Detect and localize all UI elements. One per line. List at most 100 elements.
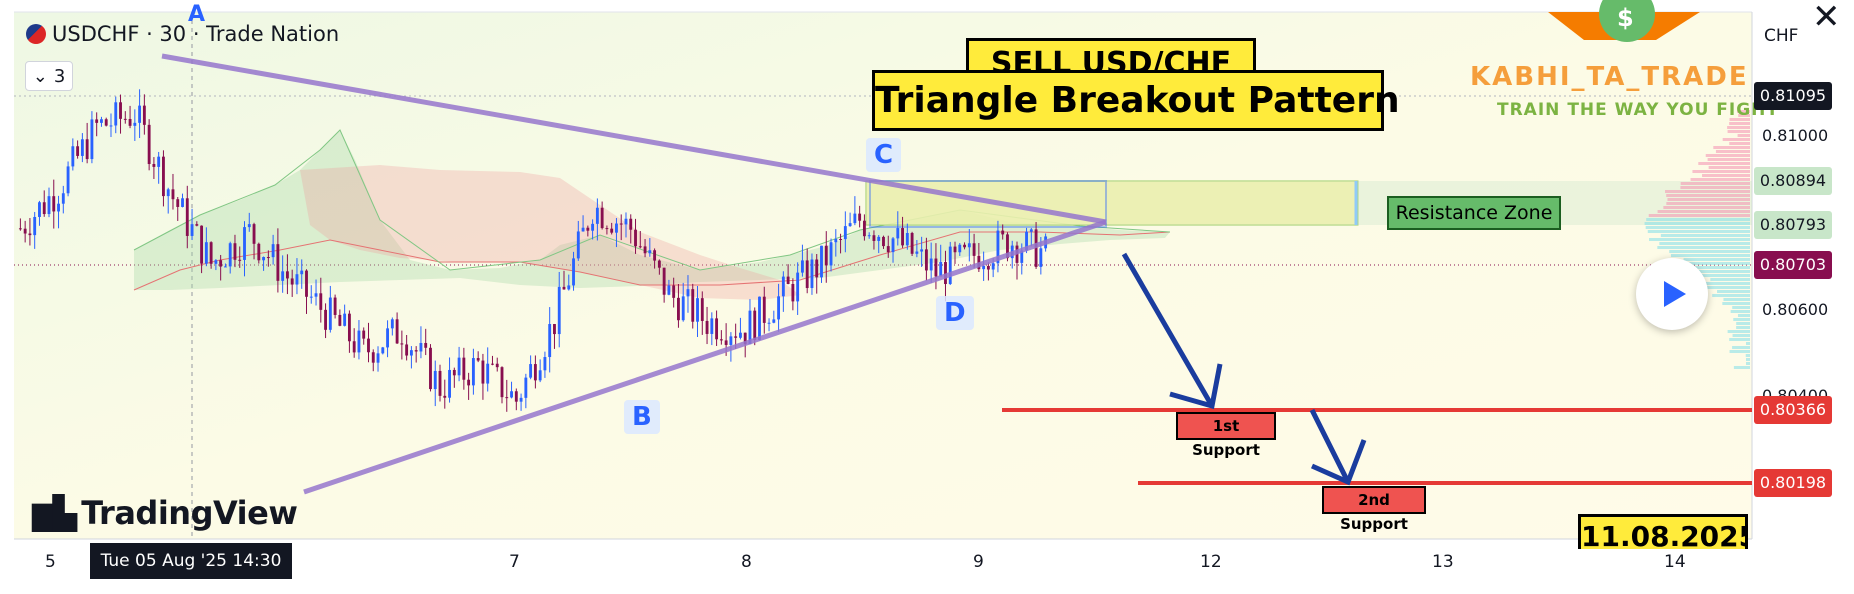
candle[interactable] <box>1025 231 1028 251</box>
candle[interactable] <box>677 297 680 321</box>
candle[interactable] <box>634 229 637 247</box>
candle[interactable] <box>1006 234 1009 259</box>
candle[interactable] <box>467 379 471 386</box>
candle[interactable] <box>90 119 94 160</box>
candle[interactable] <box>476 358 480 361</box>
candle[interactable] <box>700 298 704 321</box>
price-tag-resistance-bottom[interactable]: 0.80793 <box>1754 211 1832 239</box>
candle[interactable] <box>939 262 943 277</box>
candle[interactable] <box>815 259 819 278</box>
candle[interactable] <box>452 369 456 376</box>
candle[interactable] <box>195 224 199 226</box>
candle[interactable] <box>486 363 490 384</box>
candle[interactable] <box>991 263 995 270</box>
triangle-upper-trendline[interactable] <box>161 53 1107 225</box>
candle[interactable] <box>924 249 928 271</box>
candle[interactable] <box>1039 248 1043 267</box>
candle[interactable] <box>400 343 404 345</box>
candle[interactable] <box>495 363 499 368</box>
candle[interactable] <box>57 203 60 212</box>
candle[interactable] <box>376 353 380 363</box>
candle[interactable] <box>314 293 318 297</box>
candle[interactable] <box>181 198 184 207</box>
candle[interactable] <box>28 233 32 236</box>
candle[interactable] <box>233 243 237 260</box>
candle[interactable] <box>557 286 561 335</box>
candle[interactable] <box>438 370 442 396</box>
candle[interactable] <box>23 228 27 234</box>
candle[interactable] <box>533 364 537 381</box>
close-icon[interactable]: ✕ <box>1812 0 1841 37</box>
candle[interactable] <box>228 243 232 267</box>
candle[interactable] <box>505 397 509 399</box>
candle[interactable] <box>419 342 423 352</box>
candle[interactable] <box>343 313 347 326</box>
candle[interactable] <box>305 270 308 297</box>
candle[interactable] <box>605 228 609 230</box>
candle[interactable] <box>524 377 528 398</box>
candle[interactable] <box>619 223 623 225</box>
candle[interactable] <box>271 244 275 258</box>
candle[interactable] <box>481 360 485 384</box>
candle[interactable] <box>128 118 132 126</box>
candle[interactable] <box>901 228 904 246</box>
candle[interactable] <box>85 139 89 160</box>
candle[interactable] <box>114 102 118 126</box>
candle[interactable] <box>843 226 847 240</box>
candle[interactable] <box>839 238 842 240</box>
candle[interactable] <box>328 297 332 330</box>
candle[interactable] <box>762 296 766 323</box>
candle[interactable] <box>705 320 709 334</box>
candle[interactable] <box>352 341 356 353</box>
candle[interactable] <box>886 246 890 253</box>
candle[interactable] <box>95 119 99 123</box>
price-tag-support-2[interactable]: 0.80198 <box>1754 469 1832 497</box>
candle[interactable] <box>514 391 518 402</box>
symbol-header[interactable]: USDCHF · 30 · Trade Nation <box>26 22 339 46</box>
candle[interactable] <box>138 105 142 123</box>
candle[interactable] <box>615 223 618 233</box>
candle[interactable] <box>390 319 394 329</box>
candle[interactable] <box>395 319 399 344</box>
candle[interactable] <box>462 357 466 380</box>
candle[interactable] <box>38 202 41 217</box>
candle[interactable] <box>715 318 719 340</box>
candle[interactable] <box>657 260 661 268</box>
candle[interactable] <box>710 318 714 334</box>
candle[interactable] <box>529 364 533 378</box>
candle[interactable] <box>324 309 327 330</box>
candle[interactable] <box>166 189 170 197</box>
candle[interactable] <box>777 296 781 320</box>
candle[interactable] <box>290 278 294 285</box>
candle[interactable] <box>734 336 738 338</box>
candle[interactable] <box>986 265 990 270</box>
candle[interactable] <box>424 342 428 348</box>
candle[interactable] <box>820 245 823 278</box>
candle[interactable] <box>882 236 885 247</box>
candle[interactable] <box>800 260 804 273</box>
candle[interactable] <box>729 336 733 345</box>
candle[interactable] <box>543 357 547 371</box>
candle[interactable] <box>653 250 657 261</box>
candle[interactable] <box>491 363 494 365</box>
candle[interactable] <box>953 246 957 253</box>
candle[interactable] <box>80 139 84 156</box>
candle[interactable] <box>414 350 418 352</box>
candle[interactable] <box>147 124 151 165</box>
candle[interactable] <box>152 164 156 167</box>
candle[interactable] <box>739 332 742 338</box>
candle[interactable] <box>743 332 747 345</box>
candle[interactable] <box>362 330 366 339</box>
candle[interactable] <box>862 220 866 237</box>
candle[interactable] <box>171 189 175 200</box>
candle[interactable] <box>133 122 137 126</box>
price-tag-resistance-top[interactable]: 0.80894 <box>1754 167 1832 195</box>
candle[interactable] <box>905 232 909 246</box>
candle[interactable] <box>262 257 266 261</box>
candle[interactable] <box>748 310 752 345</box>
candle[interactable] <box>929 258 933 271</box>
candle[interactable] <box>247 224 251 228</box>
candle[interactable] <box>562 286 566 290</box>
candle[interactable] <box>276 244 280 281</box>
candle[interactable] <box>119 102 122 119</box>
